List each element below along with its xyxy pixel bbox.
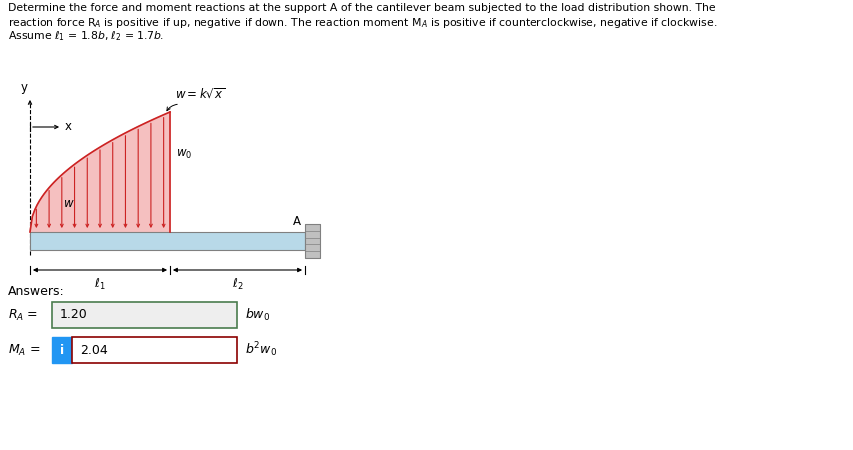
- Text: $w = k\sqrt{x}$: $w = k\sqrt{x}$: [175, 88, 225, 102]
- Text: $bw_0$: $bw_0$: [245, 307, 270, 323]
- Text: 1.20: 1.20: [60, 309, 88, 321]
- Bar: [305, 224, 320, 258]
- Text: $\ell_1$: $\ell_1$: [94, 277, 106, 292]
- Text: $M_A$ =: $M_A$ =: [8, 342, 40, 358]
- Text: Answers:: Answers:: [8, 285, 65, 298]
- Bar: [72, 337, 237, 363]
- Text: $w$: $w$: [63, 197, 75, 210]
- Text: reaction force R$_A$ is positive if up, negative if down. The reaction moment M$: reaction force R$_A$ is positive if up, …: [8, 16, 717, 30]
- Text: y: y: [20, 81, 27, 94]
- Text: $R_A$ =: $R_A$ =: [8, 307, 38, 323]
- Text: A: A: [293, 215, 300, 228]
- Text: $\ell_2$: $\ell_2$: [231, 277, 243, 292]
- Text: 2.04: 2.04: [80, 343, 107, 356]
- Text: $w_0$: $w_0$: [176, 148, 192, 161]
- Text: Assume $\ell_1$ = 1.8$b$, $\ell_2$ = 1.7$b$.: Assume $\ell_1$ = 1.8$b$, $\ell_2$ = 1.7…: [8, 29, 164, 43]
- Bar: [30, 232, 305, 250]
- Bar: [52, 302, 237, 328]
- Text: $b^2w_0$: $b^2w_0$: [245, 341, 276, 360]
- Text: x: x: [65, 121, 72, 134]
- Text: i: i: [60, 343, 64, 356]
- Polygon shape: [30, 112, 170, 232]
- Bar: [52, 337, 72, 363]
- Text: Determine the force and moment reactions at the support A of the cantilever beam: Determine the force and moment reactions…: [8, 3, 715, 13]
